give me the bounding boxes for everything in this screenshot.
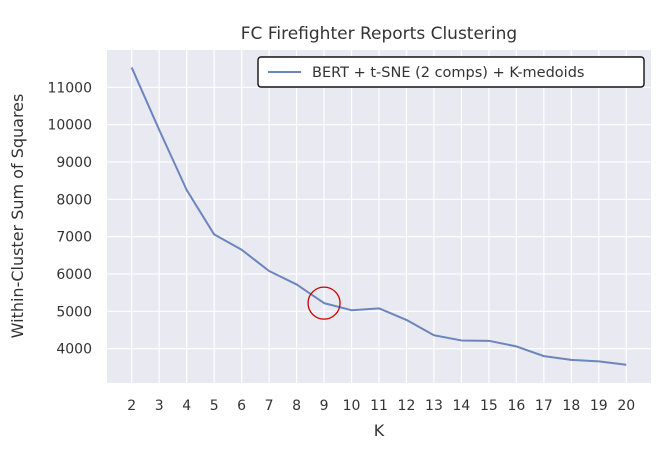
y-tick-label: 8000	[56, 192, 92, 208]
x-tick-label: 16	[507, 398, 525, 414]
x-tick-label: 3	[155, 398, 164, 414]
y-tick-label: 7000	[56, 230, 92, 246]
legend: BERT + t-SNE (2 comps) + K-medoids	[257, 56, 645, 88]
y-tick-label: 9000	[56, 155, 92, 171]
x-tick-label: 20	[617, 398, 635, 414]
chart-title: FC Firefighter Reports Clustering	[241, 24, 517, 44]
annotation-layer	[307, 286, 341, 320]
grid-lines	[107, 50, 651, 383]
elbow-highlight-circle	[307, 286, 341, 320]
x-tick-label: 6	[237, 398, 246, 414]
x-tick-label: 4	[182, 398, 191, 414]
x-tick-labels: 2 3 4 5 6 7 8 9 10 11 12 13 14 15 16 17 18 19 20	[127, 398, 635, 414]
x-tick-label: 10	[343, 398, 361, 414]
x-tick-label: 13	[425, 398, 443, 414]
x-tick-label: 14	[453, 398, 471, 414]
x-tick-label: 7	[265, 398, 274, 414]
x-tick-label: 17	[535, 398, 553, 414]
x-tick-label: 5	[210, 398, 219, 414]
legend-box	[257, 56, 645, 88]
y-tick-labels: 4000 5000 6000 7000 8000 9000 10000 11000	[47, 80, 92, 357]
x-tick-label: 19	[590, 398, 608, 414]
y-tick-label: 5000	[56, 304, 92, 320]
x-tick-label: 15	[480, 398, 498, 414]
legend-label: BERT + t-SNE (2 comps) + K-medoids	[312, 65, 584, 81]
x-tick-label: 11	[370, 398, 388, 414]
y-tick-label: 6000	[56, 267, 92, 283]
x-tick-label: 2	[127, 398, 136, 414]
x-axis-label: K	[374, 421, 385, 440]
x-tick-label: 18	[562, 398, 580, 414]
y-axis-label: Within-Cluster Sum of Squares	[8, 94, 27, 339]
y-tick-label: 4000	[56, 342, 92, 358]
x-tick-label: 8	[292, 398, 301, 414]
x-tick-label: 12	[398, 398, 416, 414]
y-tick-label: 11000	[47, 80, 92, 96]
x-tick-label: 9	[320, 398, 329, 414]
y-tick-label: 10000	[47, 118, 92, 134]
series-layer	[130, 67, 627, 366]
